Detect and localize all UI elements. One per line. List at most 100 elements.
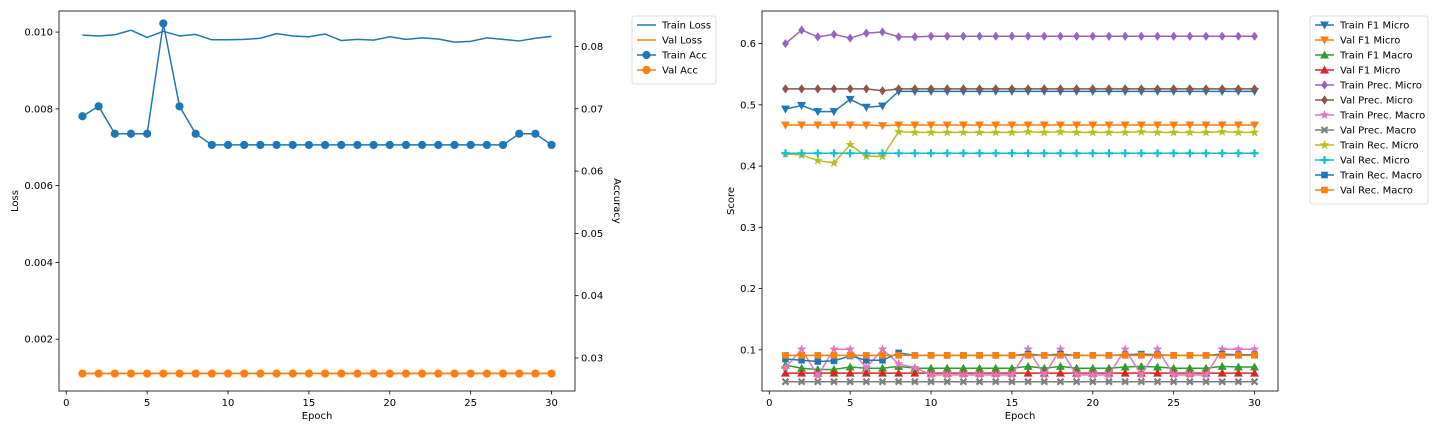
x-axis-label: Epoch: [302, 411, 333, 422]
data-point: [845, 95, 855, 104]
data-point: [1039, 369, 1050, 379]
data-point: [1201, 121, 1211, 130]
data-point: [1007, 363, 1017, 372]
data-point: [1120, 127, 1130, 137]
legend-box: [631, 15, 717, 85]
data-point: [531, 369, 540, 378]
data-point: [1024, 149, 1033, 158]
data-point: [830, 84, 838, 94]
data-point: [894, 377, 903, 386]
data-point: [1218, 84, 1226, 94]
data-point: [337, 369, 346, 378]
data-point: [1169, 363, 1179, 372]
data-point: [1250, 368, 1260, 377]
data-point: [143, 369, 152, 378]
data-point: [191, 129, 200, 138]
y-axis-label: Score: [726, 187, 737, 215]
series-line: [785, 90, 1255, 113]
data-point: [926, 369, 936, 379]
data-point: [1170, 352, 1177, 359]
data-point: [1185, 127, 1195, 137]
data-point: [223, 369, 233, 378]
data-point: [1104, 363, 1114, 372]
x-tick-label: 20: [383, 398, 396, 409]
data-point: [976, 352, 983, 359]
series-line: [784, 348, 1255, 377]
series-val-f1-micro: [780, 121, 1260, 131]
data-point: [1088, 369, 1098, 379]
data-point: [1040, 84, 1048, 94]
data-point: [829, 344, 839, 354]
data-point: [782, 352, 789, 359]
data-point: [1185, 149, 1194, 158]
data-point: [960, 352, 967, 359]
data-point: [927, 352, 935, 359]
data-point: [1218, 149, 1227, 158]
data-point: [829, 108, 839, 117]
legend-label: Val Prec. Macro: [1340, 126, 1416, 137]
data-point: [863, 352, 870, 359]
data-point: [1249, 344, 1260, 354]
data-point: [1168, 127, 1179, 137]
data-point: [385, 140, 394, 150]
legend-item: Train Rec. Micro: [1315, 140, 1419, 152]
legend-item: Val F1 Micro: [1315, 36, 1400, 47]
data-point: [798, 84, 806, 94]
data-point: [1088, 149, 1097, 158]
data-point: [126, 369, 136, 378]
data-point: [1249, 127, 1260, 137]
axes-frame: [761, 10, 1279, 392]
x-tick-label: 30: [1248, 398, 1261, 409]
legend-marker: [1320, 156, 1329, 164]
x-tick-label: 20: [1086, 398, 1099, 409]
data-point: [846, 33, 854, 43]
data-point: [1234, 149, 1243, 158]
series-train-acc: [78, 19, 556, 150]
data-point: [1007, 369, 1017, 379]
data-point: [895, 352, 902, 359]
data-point: [942, 369, 952, 379]
data-point: [466, 140, 475, 150]
data-point: [1202, 84, 1210, 94]
data-point: [1136, 361, 1146, 370]
data-point: [1233, 344, 1244, 354]
data-point: [1170, 84, 1178, 94]
data-point: [337, 140, 346, 150]
legend-label: Val F1 Micro: [1340, 36, 1400, 47]
series-val-rec-macro: [782, 352, 1258, 359]
data-point: [1088, 127, 1098, 137]
data-point: [829, 121, 839, 130]
data-point: [369, 369, 378, 378]
legend-item: Val Prec. Macro: [1315, 126, 1416, 137]
x-tick-label: 0: [766, 398, 772, 409]
data-point: [1089, 31, 1097, 41]
y2-tick-label: 0.06: [581, 167, 603, 178]
legend-item: Train Prec. Micro: [1315, 80, 1422, 92]
data-point: [482, 140, 491, 150]
data-point: [207, 140, 216, 150]
data-point: [781, 149, 790, 158]
data-point: [959, 377, 968, 386]
data-point: [207, 369, 216, 378]
y-tick-label: 0.002: [24, 335, 53, 346]
data-point: [1235, 352, 1242, 359]
data-point: [862, 377, 871, 386]
data-point: [1104, 127, 1114, 137]
data-point: [798, 356, 805, 364]
data-point: [1072, 363, 1082, 372]
data-point: [895, 32, 903, 42]
y2-tick-label: 0.07: [581, 104, 603, 115]
data-point: [1056, 377, 1065, 386]
data-point: [862, 28, 870, 38]
legend-marker: [1320, 36, 1329, 45]
data-point: [1152, 127, 1163, 137]
data-point: [942, 127, 952, 137]
data-point: [320, 140, 330, 150]
series-train-prec-micro: [782, 25, 1258, 49]
data-point: [861, 103, 871, 112]
data-point: [1121, 149, 1130, 158]
data-point: [1169, 377, 1178, 386]
data-point: [1153, 149, 1162, 158]
data-point: [1024, 31, 1032, 41]
